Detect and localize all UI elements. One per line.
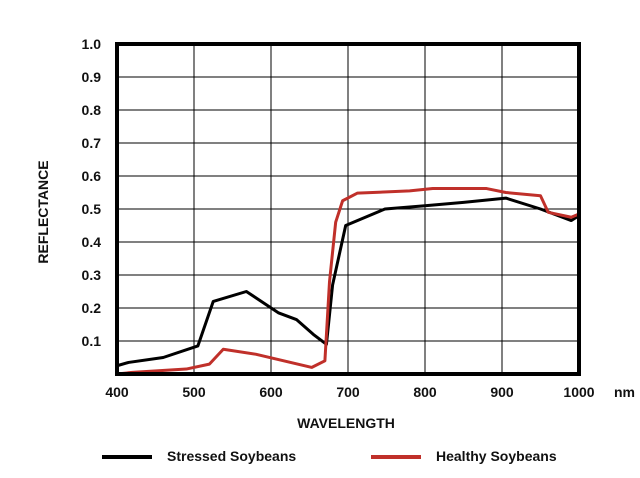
x-tick-label: 800 [413, 384, 437, 400]
legend-label-healthy: Healthy Soybeans [436, 448, 557, 464]
y-tick-label: 0.7 [82, 135, 102, 151]
y-tick-label: 0.3 [82, 267, 102, 283]
gridlines [117, 44, 579, 374]
x-tick-label: 900 [490, 384, 514, 400]
x-unit-label: nm [614, 384, 635, 400]
y-axis-title: REFLECTANCE [35, 160, 51, 263]
y-tick-label: 0.6 [82, 168, 102, 184]
x-tick-label: 700 [336, 384, 360, 400]
x-tick-labels: 400 500 600 700 800 900 1000 [105, 384, 594, 400]
y-tick-label: 0.8 [82, 102, 102, 118]
y-tick-label: 0.9 [82, 69, 102, 85]
x-tick-label: 500 [182, 384, 206, 400]
y-tick-label: 0.5 [82, 201, 102, 217]
x-axis-title: WAVELENGTH [297, 415, 395, 431]
x-tick-label: 600 [259, 384, 283, 400]
legend-label-stressed: Stressed Soybeans [167, 448, 296, 464]
y-tick-label: 0.1 [82, 333, 102, 349]
y-tick-label: 0.2 [82, 300, 102, 316]
plot-frame [115, 42, 581, 376]
series-layer [116, 187, 580, 376]
x-tick-label: 1000 [563, 384, 594, 400]
x-tick-label: 400 [105, 384, 129, 400]
y-tick-label: 0.4 [82, 234, 102, 250]
series-line-healthy [116, 187, 580, 376]
legend: Stressed Soybeans Healthy Soybeans [102, 448, 557, 464]
y-tick-label: 1.0 [82, 36, 102, 52]
y-tick-labels: 0.1 0.2 0.3 0.4 0.5 0.6 0.7 0.8 0.9 1.0 [82, 36, 102, 349]
